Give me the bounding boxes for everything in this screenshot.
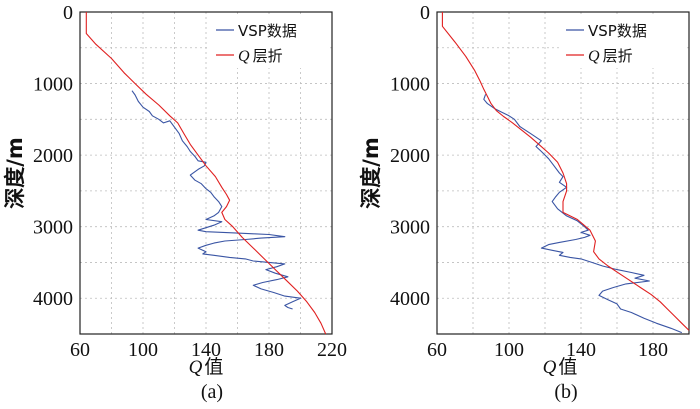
panel-label-a: (a) (201, 381, 223, 403)
plot-frame-b (436, 11, 690, 335)
grid-a (80, 12, 332, 334)
panel-label-b: (b) (554, 381, 577, 403)
legend-box-a (210, 16, 330, 68)
y-axis-label-a: 深度/m (3, 137, 27, 209)
series-q-layered-line (441, 12, 690, 331)
legend-label-vsp-b: VSP数据 (588, 22, 647, 40)
y-tick-label: 2000 (390, 145, 430, 167)
y-tick-label: 0 (420, 2, 430, 24)
x-tick-label: 100 (494, 339, 524, 361)
x-tick-label: 100 (128, 339, 158, 361)
legend-b: VSP数据 Q 层折 (560, 16, 686, 68)
series-lines-b (441, 12, 690, 334)
y-tick-label: 1000 (33, 74, 73, 96)
x-tick-label: 60 (70, 339, 90, 361)
x-tick-label: 220 (317, 339, 347, 361)
series-vsp-line (131, 90, 302, 310)
y-tick-label: 2000 (33, 145, 73, 167)
x-tick-label: 140 (191, 339, 221, 361)
y-axis-label-b: 深度/m (359, 137, 383, 209)
y-tick-label: 0 (63, 2, 73, 24)
legend-box-b (560, 16, 686, 68)
legend-label-q-symbol-a: Q (238, 48, 250, 65)
legend-a: VSP数据 Q 层折 (210, 16, 330, 68)
x-tick-label: 180 (638, 339, 668, 361)
x-tick-label: 180 (254, 339, 284, 361)
x-tick-label: 140 (566, 339, 596, 361)
y-tick-label: 4000 (390, 288, 430, 310)
y-tick-label: 1000 (390, 74, 430, 96)
legend-label-q-a: Q 层折 (238, 47, 283, 65)
legend-label-vsp-a: VSP数据 (238, 22, 297, 40)
plot-frame-a (79, 11, 333, 335)
tick-labels-a: 60 100 140 180 220 0 1000 2000 3000 4000 (33, 2, 347, 361)
series-lines-a (85, 12, 327, 335)
x-tick-label: 60 (427, 339, 447, 361)
legend-label-q-symbol-b: Q (588, 48, 600, 65)
x-axis-label-q-b: Q (543, 357, 557, 378)
x-axis-label-rest-a: 值 (204, 356, 223, 378)
y-tick-label: 3000 (390, 217, 430, 239)
y-tick-label: 4000 (33, 288, 73, 310)
x-axis-label-q-a: Q (189, 357, 203, 378)
series-vsp-line (483, 94, 683, 334)
legend-label-q-b: Q 层折 (588, 47, 633, 65)
legend-label-q-text-b: 层折 (603, 47, 633, 65)
y-tick-label: 3000 (33, 217, 73, 239)
series-q-layered-line (85, 12, 327, 335)
tick-labels-b: 60 100 140 180 0 1000 2000 3000 4000 (390, 2, 668, 361)
legend-label-q-text-a: 层折 (253, 47, 283, 65)
x-axis-label-rest-b: 值 (558, 356, 577, 378)
